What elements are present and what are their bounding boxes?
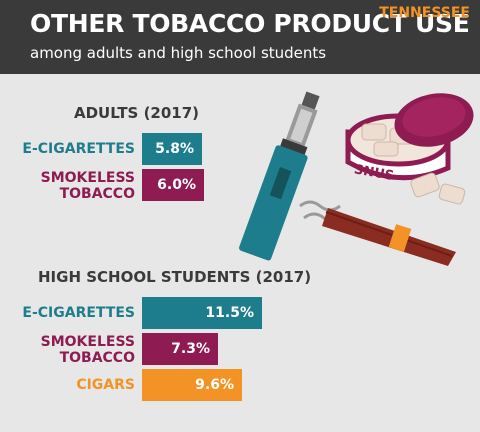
- value-label: 6.0%: [157, 177, 196, 193]
- category-label: E-CIGARETTES: [22, 305, 135, 321]
- bar-adults-smokeless-tobacco: 6.0%: [142, 169, 204, 201]
- bar-hs-smokeless-tobacco: 7.3%: [142, 333, 218, 365]
- header-banner: OTHER TOBACCO PRODUCT USE among adults a…: [0, 0, 480, 74]
- category-label: CIGARS: [76, 377, 135, 393]
- e-cigarette-icon: [239, 91, 320, 261]
- state-label: TENNESSEE: [379, 5, 470, 21]
- value-label: 11.5%: [205, 305, 254, 321]
- category-label: E-CIGARETTES: [22, 141, 135, 157]
- section-title-high-school: HIGH SCHOOL STUDENTS (2017): [38, 268, 312, 286]
- snus-tin-icon: SNUS: [345, 93, 474, 205]
- value-label: 5.8%: [155, 141, 194, 157]
- page-subtitle: among adults and high school students: [30, 44, 327, 62]
- snus-label: SNUS: [353, 162, 395, 184]
- bar-adults-e-cigarettes: 5.8%: [142, 133, 202, 165]
- value-label: 7.3%: [171, 341, 210, 357]
- cigar-icon: [299, 200, 456, 266]
- category-label: SMOKELESS TOBACCO: [40, 334, 135, 366]
- bar-hs-cigars: 9.6%: [142, 369, 242, 401]
- page-title: OTHER TOBACCO PRODUCT USE: [30, 9, 470, 38]
- value-label: 9.6%: [195, 377, 234, 393]
- section-title-adults: ADULTS (2017): [74, 104, 200, 122]
- bar-hs-e-cigarettes: 11.5%: [142, 297, 262, 329]
- category-label: SMOKELESS TOBACCO: [40, 170, 135, 202]
